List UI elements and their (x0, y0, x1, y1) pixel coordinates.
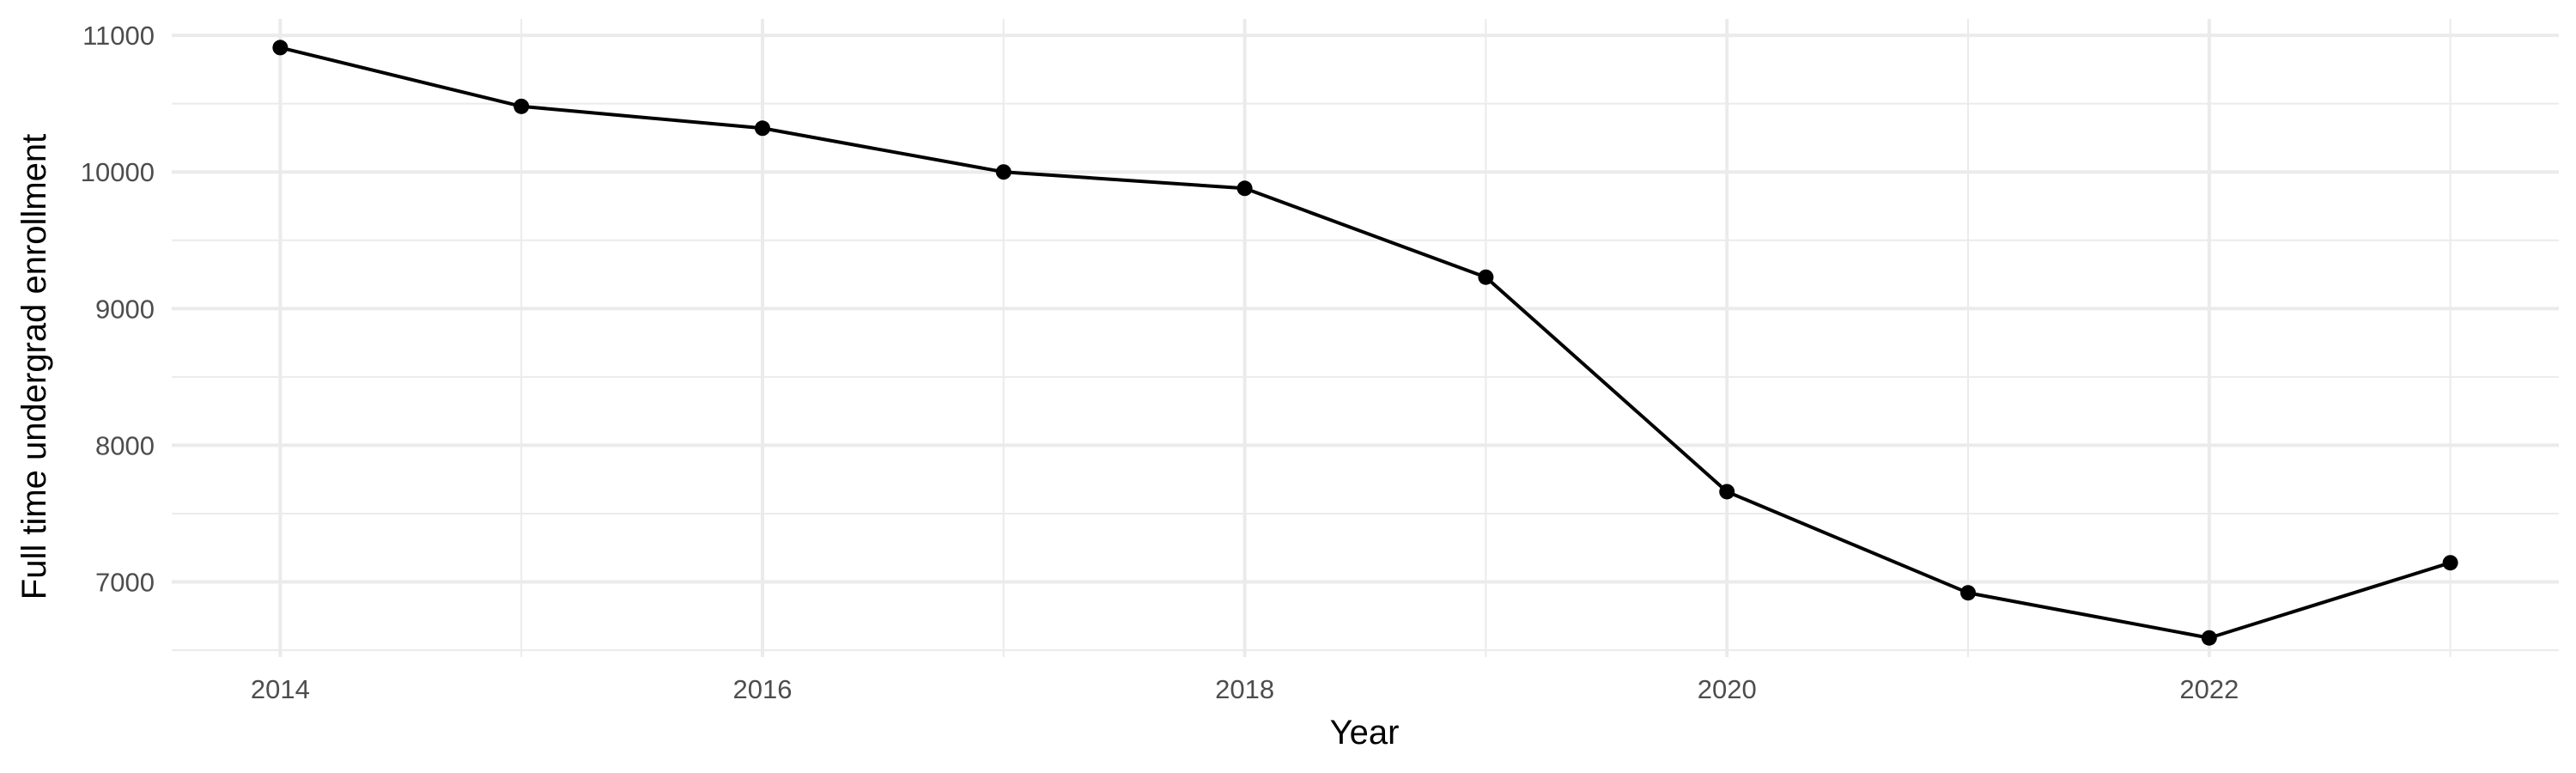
y-tick-label: 8000 (95, 430, 155, 460)
y-tick-label: 7000 (95, 567, 155, 597)
x-axis-title: Year (1330, 714, 1400, 752)
y-axis-title: Full time undergrad enrollment (15, 134, 53, 600)
data-point (1236, 180, 1253, 197)
data-point (754, 120, 770, 137)
grid-lines (172, 19, 2559, 657)
x-tick-label: 2020 (1698, 674, 1757, 704)
data-point (2201, 630, 2217, 646)
data-point (2442, 555, 2458, 571)
data-point (1478, 269, 1494, 285)
x-tick-label: 2016 (732, 674, 792, 704)
y-axis-ticks: 7000 8000 9000 10000 11000 (81, 21, 155, 597)
data-point (513, 98, 530, 114)
x-tick-label: 2022 (2179, 674, 2239, 704)
data-point (1719, 484, 1735, 500)
x-tick-label: 2014 (251, 674, 310, 704)
data-point (1960, 585, 1977, 601)
y-tick-label: 11000 (82, 21, 155, 51)
data-point (272, 40, 289, 56)
data-point (995, 164, 1012, 180)
x-tick-label: 2018 (1215, 674, 1274, 704)
x-axis-ticks: 2014 2016 2018 2020 2022 (251, 674, 2239, 704)
y-tick-label: 9000 (95, 294, 155, 324)
y-tick-label: 10000 (81, 157, 155, 187)
series-line (279, 46, 2451, 640)
series-layer (272, 40, 2458, 646)
